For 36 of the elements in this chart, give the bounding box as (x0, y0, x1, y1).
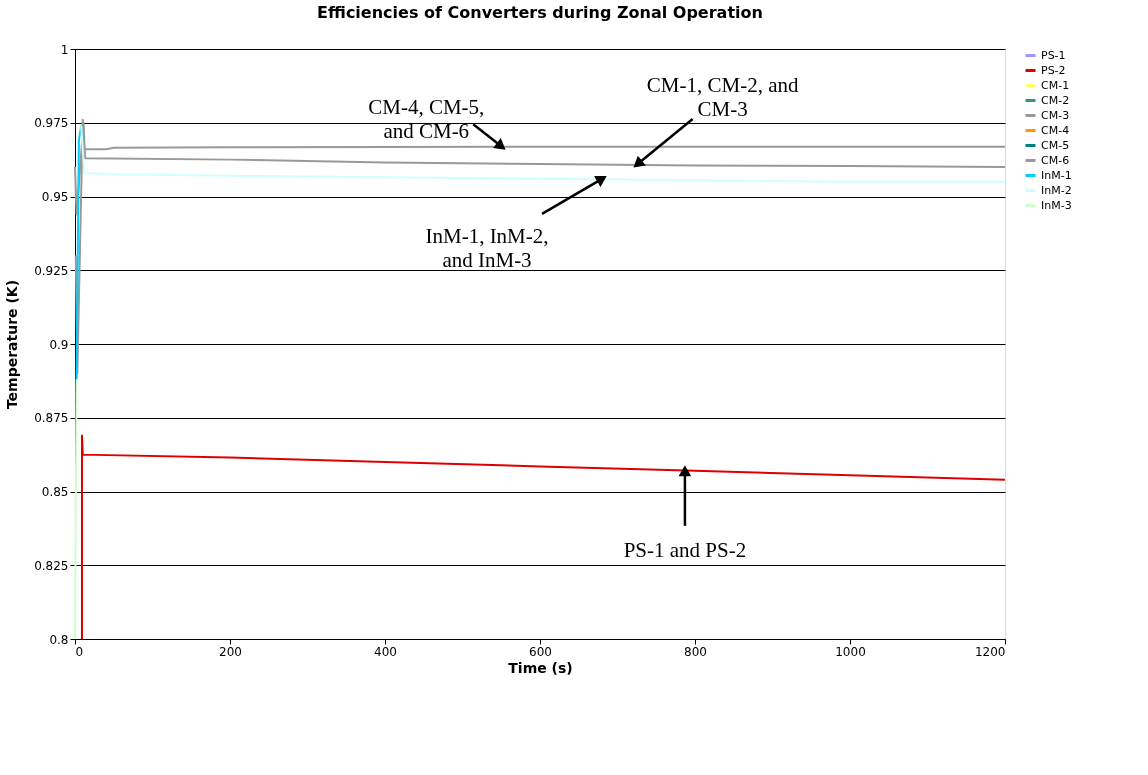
legend-label: PS-2 (1041, 63, 1066, 77)
legend-label: CM-3 (1041, 108, 1070, 122)
x-tick-label: 800 (684, 644, 707, 659)
y-tick-label: 0.85 (41, 485, 69, 499)
x-tick-label: 200 (219, 644, 242, 659)
y-tick-label: 0.9 (49, 337, 69, 352)
annotation: CM-4, CM-5, and CM-6 (368, 95, 485, 144)
line-series (80, 124, 1006, 183)
y-axis-title: Temperature (K) (4, 279, 21, 410)
x-tick-label: 0 (75, 644, 84, 659)
legend-label: InM-3 (1041, 198, 1072, 212)
legend-label: CM-2 (1041, 93, 1070, 107)
line-series (80, 434, 1006, 640)
y-tick-label: 0.975 (34, 116, 69, 131)
x-tick-label: 400 (374, 644, 397, 659)
annotation: PS-1 and PS-2 (623, 537, 747, 562)
legend-label: CM-6 (1041, 153, 1070, 167)
legend-label: InM-1 (1041, 168, 1072, 182)
x-axis-title: Time (s) (508, 659, 573, 676)
annotation: InM-1, InM-2, and InM-3 (425, 223, 549, 272)
x-tick-label: 1200 (974, 644, 1006, 659)
y-tick-label: 0.925 (34, 263, 69, 278)
y-tick-label: 1 (60, 42, 69, 57)
legend-label: CM-1 (1041, 78, 1070, 92)
legend-label: PS-1 (1041, 48, 1066, 62)
x-tick-label: 600 (529, 644, 552, 659)
legend-label: CM-4 (1041, 123, 1070, 137)
y-tick-label: 0.875 (34, 411, 69, 426)
annotation: CM-1, CM-2, and CM-3 (646, 73, 799, 122)
chart-title: Efficiencies of Converters during Zonal Operation (317, 3, 763, 22)
legend-label: InM-2 (1041, 183, 1072, 197)
x-tick-label: 1000 (835, 644, 866, 659)
legend-label: CM-5 (1041, 138, 1070, 152)
y-tick-label: 0.8 (49, 632, 69, 647)
y-tick-label: 0.95 (41, 190, 69, 204)
y-tick-label: 0.825 (34, 558, 69, 573)
